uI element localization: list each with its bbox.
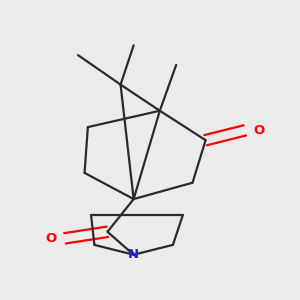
Text: O: O — [253, 124, 264, 137]
Text: N: N — [128, 248, 139, 261]
Text: O: O — [46, 232, 57, 245]
